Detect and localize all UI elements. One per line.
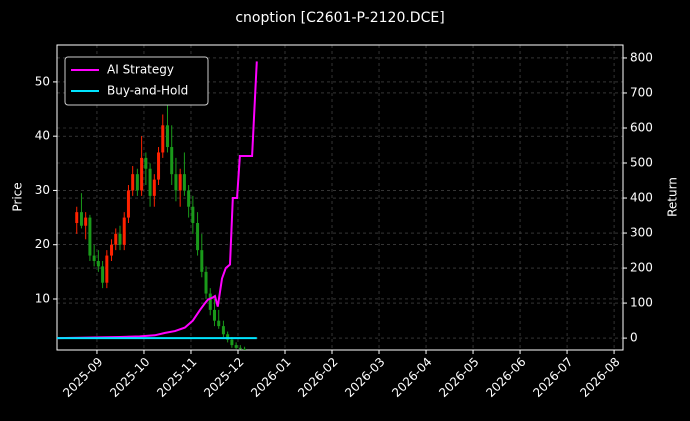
candle-body — [234, 345, 238, 348]
candle-body — [208, 293, 212, 310]
candle-body — [204, 271, 208, 294]
candle-body — [187, 190, 191, 207]
y2-tick-label: 500 — [630, 156, 653, 170]
candle-body — [148, 168, 152, 196]
y-axis-label: Price — [11, 182, 25, 211]
candle-body — [105, 255, 109, 283]
candle-body — [174, 174, 178, 191]
candle-body — [196, 223, 200, 251]
y-tick-label: 30 — [35, 183, 50, 197]
chart-title: cnoption [C2601-P-2120.DCE] — [235, 10, 444, 26]
candle-body — [144, 157, 148, 169]
legend-label: Buy-and-Hold — [107, 84, 188, 98]
candle-body — [217, 320, 221, 327]
candle-body — [161, 125, 165, 153]
y2-tick-label: 200 — [630, 261, 653, 275]
candle-body — [114, 233, 118, 245]
candle-body — [135, 174, 139, 191]
plot-frame — [56, 44, 624, 351]
line-series — [56, 61, 258, 340]
candle-body — [165, 125, 169, 148]
candle-body — [84, 217, 88, 226]
candle-body — [118, 233, 122, 245]
candle-body — [200, 250, 204, 272]
candle-body — [152, 179, 156, 196]
candle-body — [96, 260, 100, 267]
candle-body — [92, 255, 96, 261]
candle-body — [126, 190, 130, 218]
y-tick-label: 10 — [35, 291, 50, 305]
candle-body — [75, 212, 79, 224]
legend-box — [64, 56, 209, 106]
y2-tick-label: 700 — [630, 85, 653, 99]
y2-tick-label: 0 — [630, 331, 638, 345]
candle-body — [101, 266, 105, 283]
candle-body — [157, 152, 161, 180]
candle-body — [226, 334, 230, 340]
grid — [57, 45, 623, 350]
candle-body — [140, 157, 144, 191]
candle-body — [238, 347, 242, 349]
candle-body — [221, 326, 225, 335]
y-tick-label: 20 — [35, 237, 50, 251]
candle-body — [178, 174, 182, 191]
y2-tick-label: 600 — [630, 120, 653, 134]
candle-body — [182, 174, 186, 191]
candle-body — [191, 206, 195, 224]
candle-body — [122, 217, 126, 245]
y2-axis-label: Return — [666, 177, 680, 217]
y2-tick-label: 400 — [630, 191, 653, 205]
candle-body — [79, 212, 83, 226]
candle-body — [131, 174, 135, 191]
legend: AI Strategy Buy-and-Hold — [64, 56, 209, 106]
y2-tick-label: 300 — [630, 226, 653, 240]
y2-tick-label: 800 — [630, 50, 653, 64]
legend-label: AI Strategy — [107, 63, 174, 77]
y2-tick-label: 100 — [630, 296, 653, 310]
candle-body — [230, 339, 234, 346]
candle-body — [88, 217, 92, 256]
candle-body — [212, 309, 216, 321]
y-tick-label: 50 — [35, 74, 50, 88]
candle-body — [170, 147, 174, 175]
candle-body — [243, 348, 247, 350]
y-tick-label: 40 — [35, 129, 50, 143]
candle-body — [110, 244, 114, 256]
